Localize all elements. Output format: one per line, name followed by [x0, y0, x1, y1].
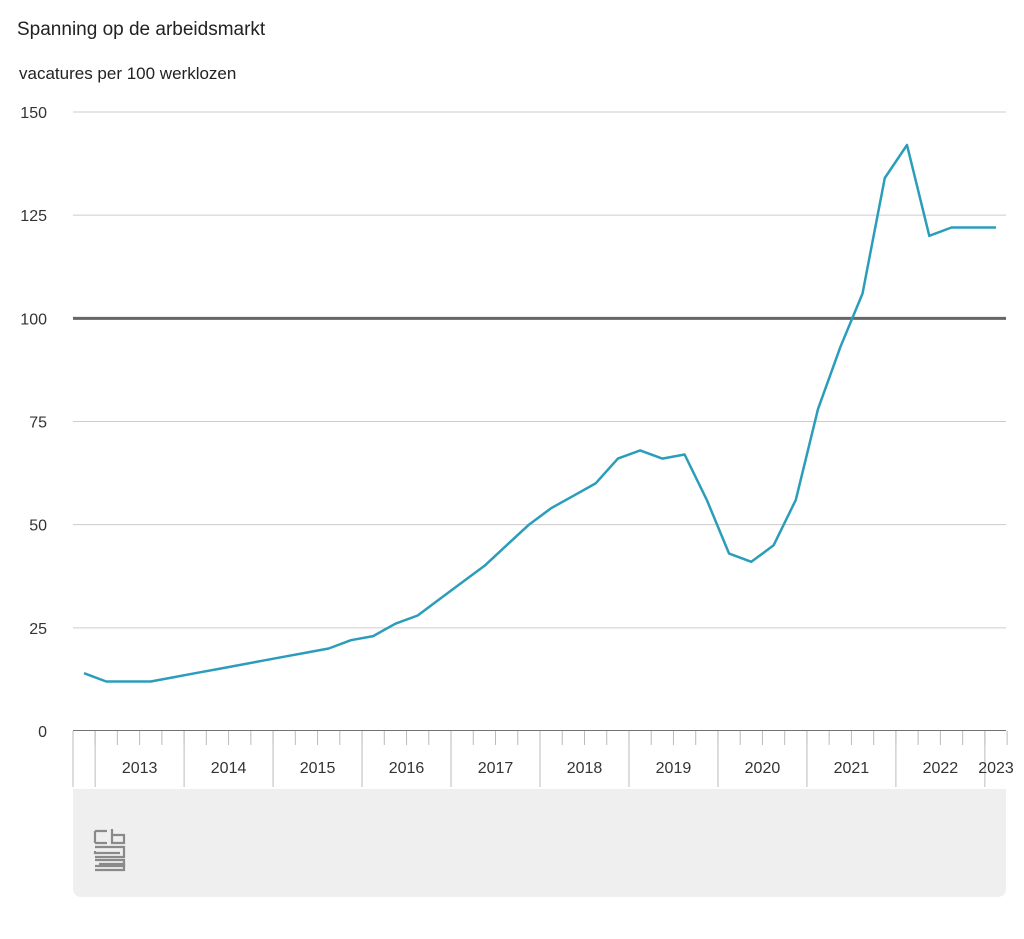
y-tick-label: 150 [20, 105, 47, 122]
x-tick-label: 2019 [656, 760, 692, 777]
x-tick-label: 2021 [834, 760, 870, 777]
x-tick-label: 2020 [745, 760, 781, 777]
x-tick-label: 2018 [567, 760, 603, 777]
x-tick-label: 2014 [211, 760, 247, 777]
y-tick-label: 50 [29, 518, 47, 535]
y-tick-label: 0 [38, 724, 47, 741]
line-chart: 0 25 50 75 100 125 150 2013 2014 2015 2016 2017 201… [20, 105, 1014, 789]
x-tick-label: 2015 [300, 760, 336, 777]
series-line [83, 143, 996, 683]
x-tick-label: 2017 [478, 760, 514, 777]
y-tick-label: 125 [20, 208, 47, 225]
x-tick-label: 2013 [122, 760, 158, 777]
x-tick-label: 2023 [978, 760, 1014, 777]
y-tick-label: 75 [29, 415, 47, 432]
chart-subtitle: vacatures per 100 werklozen [19, 64, 237, 83]
x-tick-label: 2016 [389, 760, 425, 777]
x-tick-label: 2022 [923, 760, 959, 777]
y-tick-label: 100 [20, 311, 47, 328]
footer-panel [73, 787, 1006, 897]
cbs-logo-icon [93, 829, 126, 872]
y-tick-label: 25 [29, 621, 47, 638]
chart-title: Spanning op de arbeidsmarkt [17, 19, 266, 40]
